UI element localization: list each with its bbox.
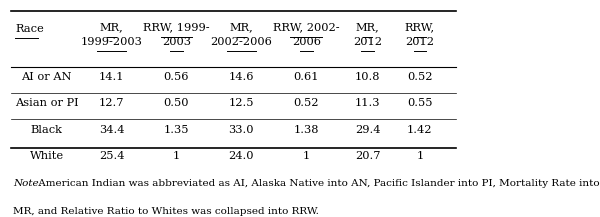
Text: 1999-2003: 1999-2003 [80, 37, 142, 47]
Text: 14.1: 14.1 [99, 72, 124, 82]
Text: 29.4: 29.4 [355, 125, 380, 135]
Text: RRW, 2002-: RRW, 2002- [273, 23, 340, 33]
Text: 33.0: 33.0 [229, 125, 254, 135]
Text: RRW,: RRW, [405, 23, 435, 33]
Text: 1.35: 1.35 [164, 125, 189, 135]
Text: MR,: MR, [100, 23, 124, 33]
Text: 2006: 2006 [292, 37, 321, 47]
Text: 12.7: 12.7 [99, 98, 124, 108]
Text: MR, and Relative Ratio to Whites was collapsed into RRW.: MR, and Relative Ratio to Whites was col… [13, 207, 319, 216]
Text: White: White [29, 151, 64, 161]
Text: 12.5: 12.5 [229, 98, 254, 108]
Text: 1: 1 [416, 151, 424, 161]
Text: 24.0: 24.0 [229, 151, 254, 161]
Text: 1: 1 [302, 151, 310, 161]
Text: 34.4: 34.4 [99, 125, 124, 135]
Text: 1.38: 1.38 [293, 125, 319, 135]
Text: 2012: 2012 [406, 37, 434, 47]
Text: 2012: 2012 [353, 37, 382, 47]
Text: Black: Black [31, 125, 62, 135]
Text: Race: Race [15, 24, 44, 34]
Text: Asian or PI: Asian or PI [15, 98, 79, 108]
Text: 25.4: 25.4 [99, 151, 124, 161]
Text: 1.42: 1.42 [407, 125, 433, 135]
Text: 0.61: 0.61 [293, 72, 319, 82]
Text: MR,: MR, [229, 23, 253, 33]
Text: American Indian was abbreviated as AI, Alaska Native into AN, Pacific Islander i: American Indian was abbreviated as AI, A… [35, 179, 600, 188]
Text: 0.50: 0.50 [164, 98, 189, 108]
Text: RRW, 1999-: RRW, 1999- [143, 23, 210, 33]
Text: Note.: Note. [13, 179, 42, 188]
Text: MR,: MR, [356, 23, 380, 33]
Text: AI or AN: AI or AN [22, 72, 72, 82]
Text: 11.3: 11.3 [355, 98, 380, 108]
Text: 10.8: 10.8 [355, 72, 380, 82]
Text: 1: 1 [173, 151, 180, 161]
Text: 0.52: 0.52 [407, 72, 433, 82]
Text: 0.56: 0.56 [164, 72, 189, 82]
Text: 0.55: 0.55 [407, 98, 433, 108]
Text: 0.52: 0.52 [293, 98, 319, 108]
Text: 2002-2006: 2002-2006 [211, 37, 272, 47]
Text: 20.7: 20.7 [355, 151, 380, 161]
Text: 14.6: 14.6 [229, 72, 254, 82]
Text: 2003: 2003 [162, 37, 191, 47]
